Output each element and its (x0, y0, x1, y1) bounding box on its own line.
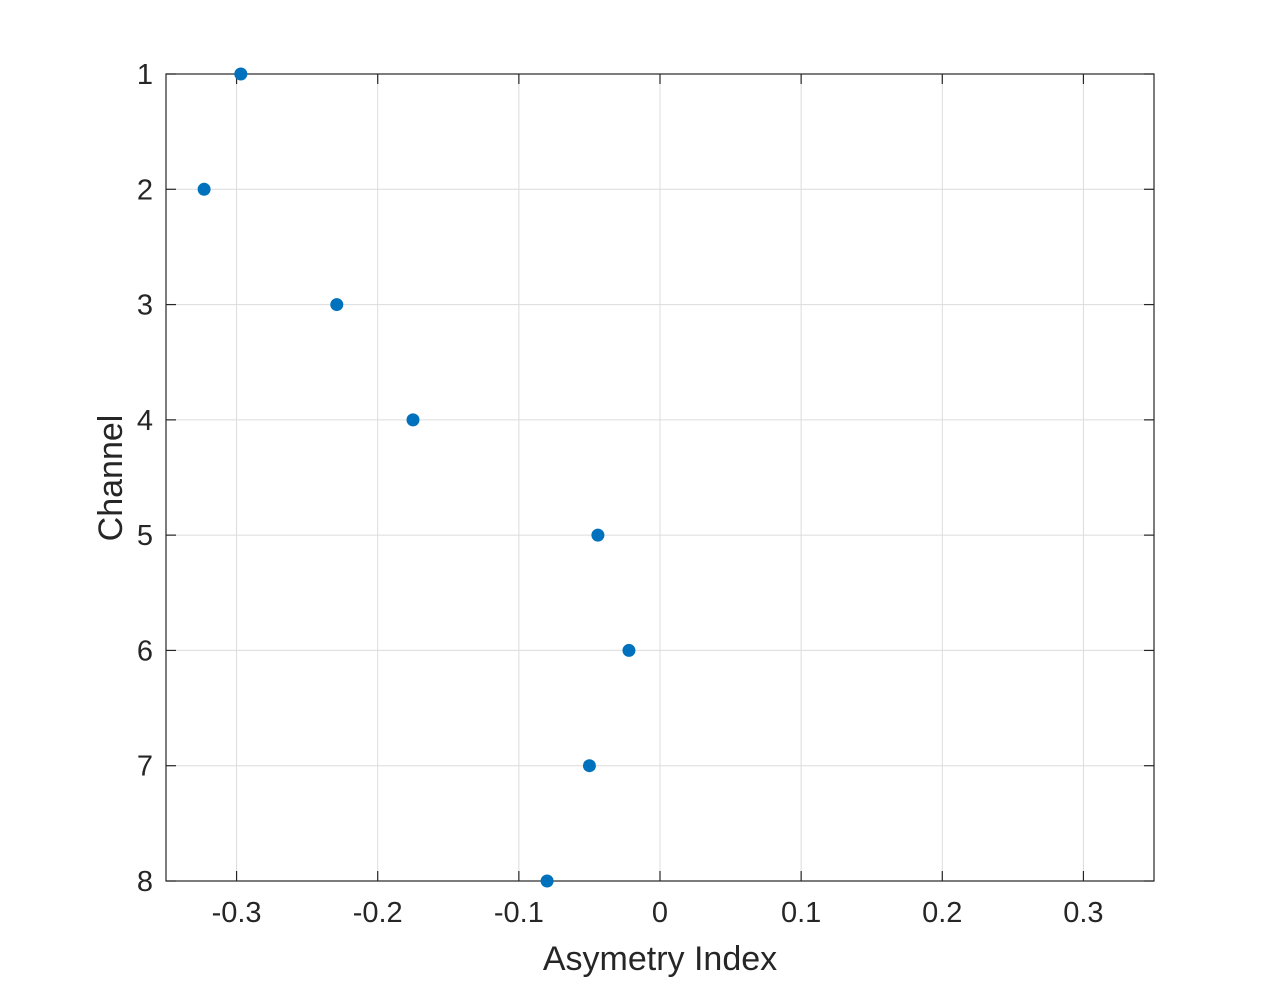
x-axis-label: Asymetry Index (543, 940, 777, 978)
x-tick-label: 0.2 (922, 897, 962, 929)
y-tick-label: 1 (137, 59, 153, 91)
y-axis-label: Channel (92, 415, 130, 542)
data-point (540, 874, 554, 888)
data-point (234, 67, 248, 81)
axes-box (165, 73, 1155, 882)
y-tick-label: 8 (137, 866, 153, 898)
x-tick-label: -0.1 (494, 897, 544, 929)
x-tick-label: -0.2 (353, 897, 403, 929)
data-points (197, 67, 636, 888)
y-tick-label: 2 (137, 174, 153, 206)
y-tick-label: 5 (137, 520, 153, 552)
data-point (406, 413, 420, 427)
data-point (591, 528, 605, 542)
y-tick-labels: 1 2 3 4 5 6 7 8 (137, 59, 153, 898)
y-tick-label: 7 (137, 751, 153, 783)
x-tick-label: 0.1 (781, 897, 821, 929)
x-tick-label: 0.3 (1063, 897, 1103, 929)
data-point (197, 182, 211, 196)
y-tick-label: 6 (137, 635, 153, 667)
y-tick-label: 4 (137, 405, 153, 437)
x-tick-labels: -0.3 -0.2 -0.1 0 0.1 0.2 0.3 (212, 897, 1104, 929)
x-tick-label: 0 (652, 897, 668, 929)
data-point (622, 643, 636, 657)
y-tick-label: 3 (137, 290, 153, 322)
x-tick-label: -0.3 (212, 897, 262, 929)
data-point (582, 759, 596, 773)
data-point (330, 298, 344, 312)
